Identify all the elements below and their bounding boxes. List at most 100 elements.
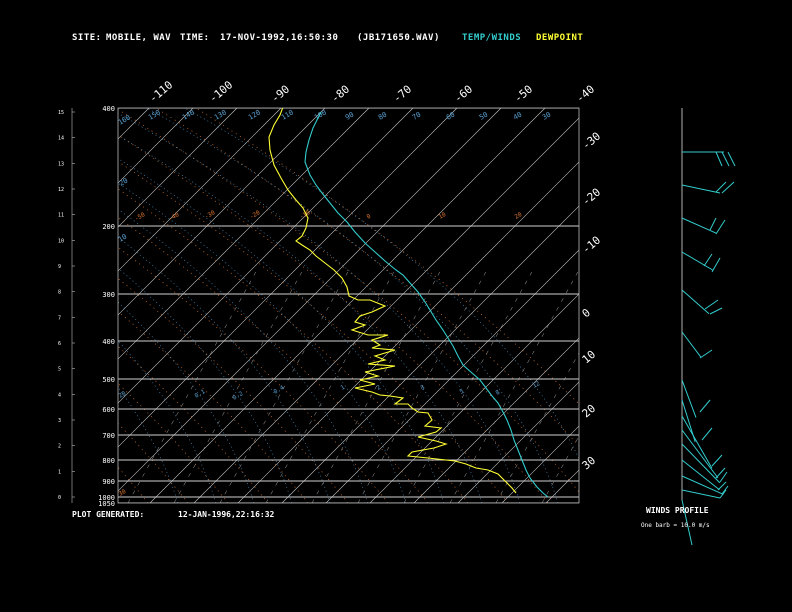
top-temp-label: -110	[147, 78, 176, 105]
isotherm-line	[118, 108, 458, 448]
wind-barb-staff	[681, 429, 719, 479]
isotherm-line	[457, 381, 579, 503]
top-temp-label: -100	[207, 78, 236, 105]
mixing-ratio-label: 1	[340, 384, 347, 392]
time-label: TIME:	[180, 33, 210, 43]
isotherm-line	[0, 108, 17, 503]
mixing-ratio-label: 8	[495, 389, 502, 397]
mixing-ratio-label: 5	[459, 388, 466, 396]
dry-adiabat	[155, 108, 579, 447]
height-tick-label: 14	[58, 136, 64, 142]
mixing-ratio-line	[311, 267, 443, 503]
height-tick-label: 10	[58, 238, 64, 244]
isotherm-line	[118, 108, 414, 404]
isotherm-line	[281, 205, 579, 503]
top-temp-label: -90	[269, 83, 293, 106]
mixing-ratio-label: 0.4	[273, 384, 286, 396]
top-temp-label: -80	[329, 83, 353, 106]
generated-value: 12-JAN-1996,22:16:32	[178, 510, 275, 519]
potential-temp-label: 140	[181, 108, 196, 121]
dry-adiabat	[118, 188, 469, 503]
mixing-ratio-label: 0.1	[194, 388, 207, 400]
potential-temp-label: 80	[377, 111, 388, 122]
moist-adiabat	[118, 182, 407, 503]
isotherm-line	[325, 249, 579, 503]
dewpoint-legend: DEWPOINT	[536, 33, 584, 43]
mixing-ratio-line	[541, 435, 579, 503]
moist-adiabat	[118, 208, 369, 503]
height-tick-label: 12	[58, 187, 64, 193]
dry-adiabat	[118, 160, 509, 503]
isotherm-line	[118, 108, 150, 140]
isotherm-line	[118, 108, 282, 272]
wind-barb-feather	[715, 219, 726, 235]
wind-barb-staff	[681, 489, 721, 499]
dry-adiabat	[118, 217, 429, 503]
pressure-tick-label: 700	[102, 432, 115, 440]
moist-adiabat	[146, 108, 559, 503]
top-temp-label: -40	[574, 83, 598, 106]
height-tick-label: 4	[58, 392, 61, 398]
wind-barb-staff	[681, 184, 721, 194]
mixing-ratio-label: 20	[118, 390, 128, 400]
temp-legend: TEMP/WINDS	[462, 33, 522, 43]
isotherm-line	[118, 108, 194, 184]
height-tick-label: 2	[58, 444, 61, 450]
pressure-tick-label: 1000	[98, 494, 115, 502]
mixing-ratio-label: 3	[420, 384, 427, 392]
wind-barb-feather	[703, 253, 713, 267]
dry-adiabat-label: -20	[249, 209, 262, 221]
mixing-ratio-line	[127, 267, 259, 503]
potential-temp-label: 150	[147, 108, 162, 121]
mixing-ratio-line	[403, 267, 535, 503]
moist-adiabat	[118, 340, 217, 503]
mixing-ratio-line	[219, 267, 351, 503]
potential-temp-label: 160	[117, 113, 132, 126]
isotherm-line	[590, 108, 792, 503]
wind-barb-feather	[709, 217, 717, 231]
chart-labels: 4002003004005006007008009001000105015141…	[58, 78, 603, 508]
site-value: MOBILE, WAV	[106, 33, 172, 43]
height-tick-label: 7	[58, 315, 61, 321]
potential-temp-label: 60	[445, 111, 456, 122]
wind-barb-staff	[681, 331, 702, 358]
isotherm-line	[237, 161, 579, 503]
mixing-ratio-label: 12	[532, 380, 542, 390]
mixing-ratio-line	[265, 267, 397, 503]
wind-barb-feather	[715, 181, 727, 193]
wind-barb-staff	[681, 443, 721, 484]
height-tick-label: 15	[58, 110, 64, 116]
isotherm-line	[0, 108, 61, 503]
dry-adiabat	[118, 382, 229, 503]
plot-border	[117, 107, 580, 504]
isotherm-line	[413, 337, 579, 503]
chart-frame	[71, 107, 683, 504]
dry-adiabat-label: -30	[204, 209, 217, 221]
right-temp-label: 10	[580, 348, 599, 366]
file-value: (JB171650.WAV)	[357, 33, 440, 43]
isotherm-line	[193, 117, 579, 503]
potential-temp-label: 120	[247, 108, 262, 121]
dry-adiabat-label: 20	[514, 211, 524, 221]
moist-adiabat	[118, 237, 331, 503]
chart-series	[268, 108, 549, 498]
winds-note: One barb = 10.0 m/s	[641, 522, 710, 529]
wind-barb-feather	[721, 151, 730, 167]
wind-barb-feather	[711, 257, 721, 273]
isotherm-line	[118, 108, 502, 492]
mixing-ratio-label: 0.2	[232, 390, 245, 402]
height-tick-label: 13	[58, 161, 64, 167]
moist-adiabat	[118, 301, 255, 503]
wind-barb-staff	[681, 251, 713, 271]
winds-profile	[681, 151, 736, 546]
isotherm-line	[501, 425, 579, 503]
dry-adiabat-label: -10	[299, 209, 312, 221]
wind-barb-staff	[681, 499, 693, 546]
mixing-ratio-label: 2	[376, 384, 383, 392]
isotherm-line	[118, 108, 326, 316]
wind-barb-feather	[709, 307, 723, 315]
isotherm-line	[118, 108, 370, 360]
wind-barb-feather	[719, 489, 727, 499]
wind-barb-feather	[721, 485, 729, 495]
dry-adiabat	[118, 345, 269, 503]
